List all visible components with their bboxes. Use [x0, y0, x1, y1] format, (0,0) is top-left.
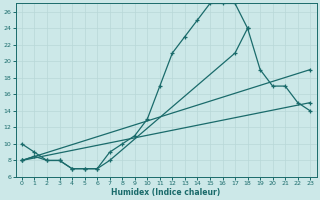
X-axis label: Humidex (Indice chaleur): Humidex (Indice chaleur) — [111, 188, 221, 197]
